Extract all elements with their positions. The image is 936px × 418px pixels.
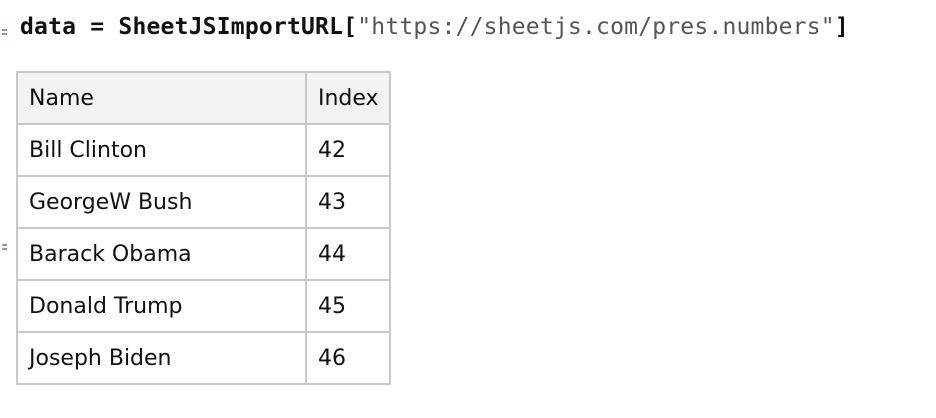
index-cell: 45	[305, 279, 391, 333]
index-cell: 44	[305, 227, 391, 281]
index-cell: 46	[305, 331, 391, 385]
variable-name: data	[20, 14, 77, 40]
assign-operator: =	[90, 14, 105, 40]
name-cell: Joseph Biden	[16, 331, 307, 385]
input-code-line[interactable]: data = SheetJSImportURL["https://sheetjs…	[20, 14, 849, 40]
table-row: Donald Trump 45	[16, 279, 391, 333]
name-cell: Donald Trump	[16, 279, 307, 333]
name-cell: Barack Obama	[16, 227, 307, 281]
name-cell: Bill Clinton	[16, 123, 307, 177]
function-name: SheetJSImportURL	[118, 14, 344, 40]
name-cell: GeorgeW Bush	[16, 175, 307, 229]
index-cell: 42	[305, 123, 391, 177]
table-row: Joseph Biden 46	[16, 331, 391, 385]
table-row: Bill Clinton 42	[16, 123, 391, 177]
header-index: Index	[305, 71, 391, 125]
table-header-row: Name Index	[16, 71, 391, 125]
url-string: "https://sheetjs.com/pres.numbers"	[357, 14, 835, 40]
table-row: GeorgeW Bush 43	[16, 175, 391, 229]
header-name: Name	[16, 71, 307, 125]
table-row: Barack Obama 44	[16, 227, 391, 281]
output-cell-bracket[interactable]	[2, 244, 7, 246]
input-cell-bracket[interactable]	[2, 29, 7, 31]
output-table: Name Index Bill Clinton 42 GeorgeW Bush 43…	[16, 71, 391, 385]
index-cell: 43	[305, 175, 391, 229]
